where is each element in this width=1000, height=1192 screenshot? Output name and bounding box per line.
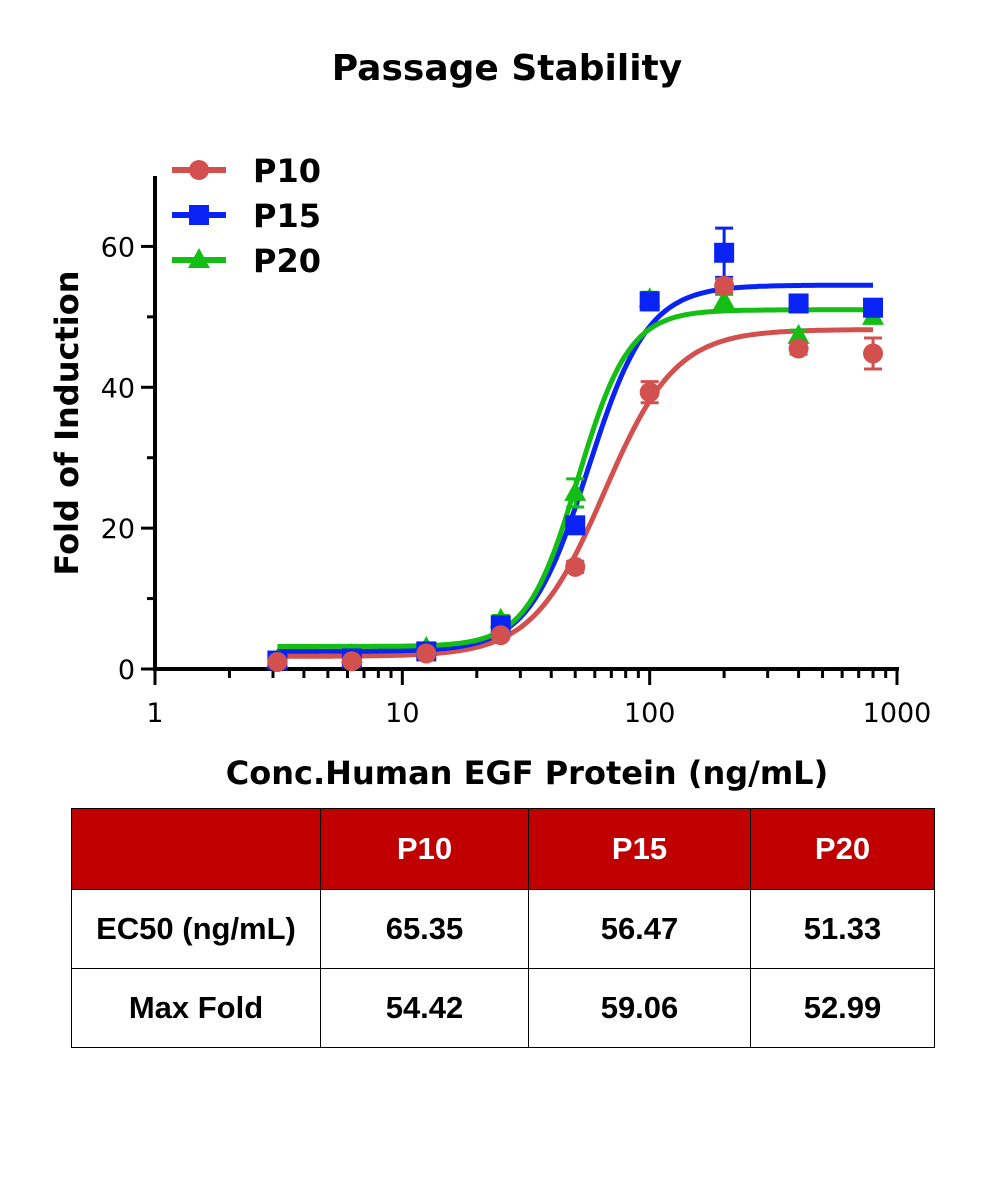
data-point-p15 <box>788 293 809 314</box>
table-header-row: P10 P15 P20 <box>71 808 935 890</box>
table-cell: 59.06 <box>528 968 751 1048</box>
x-tick-label: 1000 <box>863 698 932 729</box>
legend-label-p10: P10 <box>253 152 321 190</box>
fit-curve-p10 <box>277 327 873 659</box>
fit-curves <box>277 282 873 659</box>
chart-title: Passage Stability <box>332 48 682 89</box>
x-tick-label: 10 <box>385 698 419 729</box>
data-point-p15 <box>863 297 884 318</box>
y-tick-label: 60 <box>101 232 135 263</box>
data-point-p20 <box>564 480 587 501</box>
x-tick-label: 1 <box>146 698 163 729</box>
table-cell: 65.35 <box>320 889 529 969</box>
legend-marker-p15 <box>189 205 209 225</box>
summary-table: P10 P15 P20 EC50 (ng/mL) 65.35 56.47 51.… <box>71 808 935 1048</box>
data-point-p10 <box>416 643 437 664</box>
table-row-max-fold: Max Fold 54.42 59.06 52.99 <box>71 968 935 1048</box>
x-axis-label: Conc.Human EGF Protein (ng/mL) <box>226 754 828 792</box>
chart: Passage Stability Conc.Human EGF Protein… <box>48 48 932 792</box>
data-point-p20 <box>787 323 810 344</box>
data-point-p10 <box>639 382 660 403</box>
data-point-p15 <box>639 291 660 312</box>
data-point-p10 <box>788 338 809 359</box>
fit-curve-p15 <box>277 282 873 654</box>
y-tick-label: 40 <box>101 373 135 404</box>
row-label-max-fold: Max Fold <box>71 968 321 1048</box>
table-cell: 52.99 <box>750 968 935 1048</box>
data-point-p10 <box>863 343 884 364</box>
legend-marker-p20 <box>188 248 210 268</box>
table-header-p15: P15 <box>528 808 751 890</box>
row-label-ec50: EC50 (ng/mL) <box>71 889 321 969</box>
table-header-p20: P20 <box>750 808 935 890</box>
data-point-p20 <box>713 289 736 310</box>
data-point-p15 <box>714 242 735 263</box>
legend-label-p20: P20 <box>253 242 321 280</box>
table-cell: 56.47 <box>528 889 751 969</box>
y-tick-label: 20 <box>101 514 135 545</box>
data-point-p10 <box>565 556 586 577</box>
table-header-p10: P10 <box>320 808 529 890</box>
y-axis-label: Fold of Induction <box>48 271 86 576</box>
data-point-p15 <box>565 515 586 536</box>
table-header-corner <box>71 808 321 890</box>
table-cell: 54.42 <box>320 968 529 1048</box>
data-point-p10 <box>267 651 288 672</box>
legend: P10 P15 P20 <box>172 152 321 280</box>
y-tick-label: 0 <box>118 655 135 686</box>
data-points <box>266 226 885 672</box>
table-row-ec50: EC50 (ng/mL) 65.35 56.47 51.33 <box>71 889 935 969</box>
legend-marker-p10 <box>189 160 209 180</box>
data-point-p10 <box>490 625 511 646</box>
data-point-p10 <box>341 651 362 672</box>
legend-label-p15: P15 <box>253 197 321 235</box>
table-cell: 51.33 <box>750 889 935 969</box>
data-point-p10 <box>714 275 735 296</box>
x-tick-label: 100 <box>624 698 676 729</box>
